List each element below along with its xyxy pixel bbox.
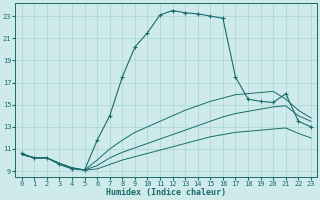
X-axis label: Humidex (Indice chaleur): Humidex (Indice chaleur) [106, 188, 226, 197]
